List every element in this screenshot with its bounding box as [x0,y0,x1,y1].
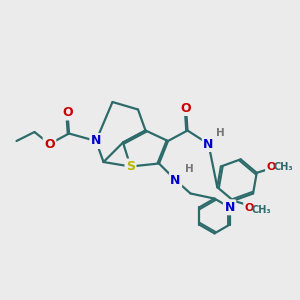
Text: O: O [181,101,191,115]
Text: H: H [216,128,225,139]
Text: N: N [203,137,214,151]
Text: N: N [91,134,101,148]
Text: CH₃: CH₃ [251,205,271,215]
Text: N: N [170,173,181,187]
Text: O: O [244,202,254,213]
Text: CH₃: CH₃ [273,162,293,172]
Text: H: H [184,164,194,175]
Text: O: O [266,162,276,172]
Text: S: S [126,160,135,173]
Text: O: O [44,137,55,151]
Text: O: O [62,106,73,119]
Text: N: N [224,201,235,214]
